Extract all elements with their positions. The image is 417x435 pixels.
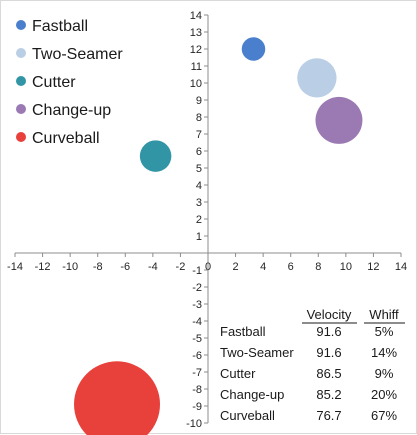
y-tick-label: -2 xyxy=(192,282,202,294)
x-tick-label: 14 xyxy=(395,261,407,273)
y-tick-label: -8 xyxy=(192,384,202,396)
y-tick-label: 1 xyxy=(196,231,202,243)
axes-layer: -14 -12 -10 -8 -6 -4 -2 0 2 4 6 8 10 12 14-10-9-8-7-6-… xyxy=(7,10,407,430)
y-tick-label: 3 xyxy=(196,197,202,209)
y-tick-label: 7 xyxy=(196,129,202,141)
legend-marker xyxy=(16,20,26,30)
x-tick-label: -14 xyxy=(7,261,23,273)
table-cell-pitch: Cutter xyxy=(220,366,256,381)
table-cell-whiff: 5% xyxy=(375,324,394,339)
y-tick-label: 10 xyxy=(190,78,202,90)
table-cell-whiff: 67% xyxy=(371,408,397,423)
y-tick-label: 5 xyxy=(196,163,202,175)
y-tick-label: 8 xyxy=(196,112,202,124)
table-cell-whiff: 20% xyxy=(371,387,397,402)
x-tick-label: 4 xyxy=(260,261,266,273)
y-tick-label: -5 xyxy=(192,333,202,345)
x-tick-label: 2 xyxy=(233,261,239,273)
x-tick-label: 6 xyxy=(288,261,294,273)
table-header-velocity: Velocity xyxy=(307,307,352,322)
bubble-curveball xyxy=(74,361,161,435)
table-header-whiff: Whiff xyxy=(369,307,399,322)
bubble-change-up xyxy=(315,96,363,144)
legend-label: Change-up xyxy=(32,102,111,119)
table-cell-velocity: 91.6 xyxy=(316,345,341,360)
x-tick-label: -4 xyxy=(148,261,158,273)
table-cell-pitch: Curveball xyxy=(220,408,275,423)
y-tick-label: 12 xyxy=(190,44,202,56)
x-tick-label: 0 xyxy=(205,261,211,273)
y-tick-label: 6 xyxy=(196,146,202,158)
x-tick-label: -2 xyxy=(176,261,186,273)
y-tick-label: -10 xyxy=(186,418,202,430)
legend-marker xyxy=(16,48,26,58)
table-cell-velocity: 85.2 xyxy=(316,387,341,402)
bubble-two-seamer xyxy=(297,58,337,98)
bubble-cutter xyxy=(139,140,172,172)
legend-marker xyxy=(16,76,26,86)
legend-marker xyxy=(16,132,26,142)
table-cell-whiff: 9% xyxy=(375,366,394,381)
y-tick-label: -6 xyxy=(192,350,202,362)
table-cell-velocity: 91.6 xyxy=(316,324,341,339)
bubbles-layer xyxy=(74,37,363,435)
x-tick-label: 10 xyxy=(340,261,352,273)
legend-label: Fastball xyxy=(32,18,88,35)
y-tick-label: 11 xyxy=(191,61,202,73)
table-cell-pitch: Change-up xyxy=(220,387,284,402)
x-tick-label: -6 xyxy=(120,261,130,273)
y-tick-label: -3 xyxy=(192,299,202,311)
x-tick-label: -12 xyxy=(35,261,51,273)
legend-label: Two-Seamer xyxy=(32,46,123,63)
y-tick-label: -4 xyxy=(192,316,202,328)
legend-label: Cutter xyxy=(32,74,76,91)
table-cell-velocity: 76.7 xyxy=(316,408,341,423)
y-tick-label: -9 xyxy=(192,401,202,413)
y-tick-label: 2 xyxy=(196,214,202,226)
x-tick-label: 8 xyxy=(315,261,321,273)
legend-label: Curveball xyxy=(32,130,100,147)
x-tick-label: -10 xyxy=(62,261,78,273)
y-tick-label: -7 xyxy=(192,367,202,379)
x-tick-label: 12 xyxy=(367,261,379,273)
table-cell-whiff: 14% xyxy=(371,345,397,360)
table-cell-pitch: Fastball xyxy=(220,324,266,339)
y-tick-label: 9 xyxy=(196,95,202,107)
x-tick-label: -8 xyxy=(93,261,103,273)
legend-marker xyxy=(16,104,26,114)
y-tick-label: 4 xyxy=(196,180,202,192)
bubble-fastball xyxy=(241,37,266,61)
y-tick-label: 14 xyxy=(190,10,202,22)
y-tick-label: 13 xyxy=(190,27,202,39)
legend: Fastball Two-Seamer Cutter Change-up Curveba… xyxy=(16,18,123,147)
y-tick-label: -1 xyxy=(192,265,202,277)
data-table: Velocity Whiff Fastball 91.6 5% Two-Seamer 91.… xyxy=(220,307,405,423)
table-cell-velocity: 86.5 xyxy=(316,366,341,381)
table-cell-pitch: Two-Seamer xyxy=(220,345,294,360)
